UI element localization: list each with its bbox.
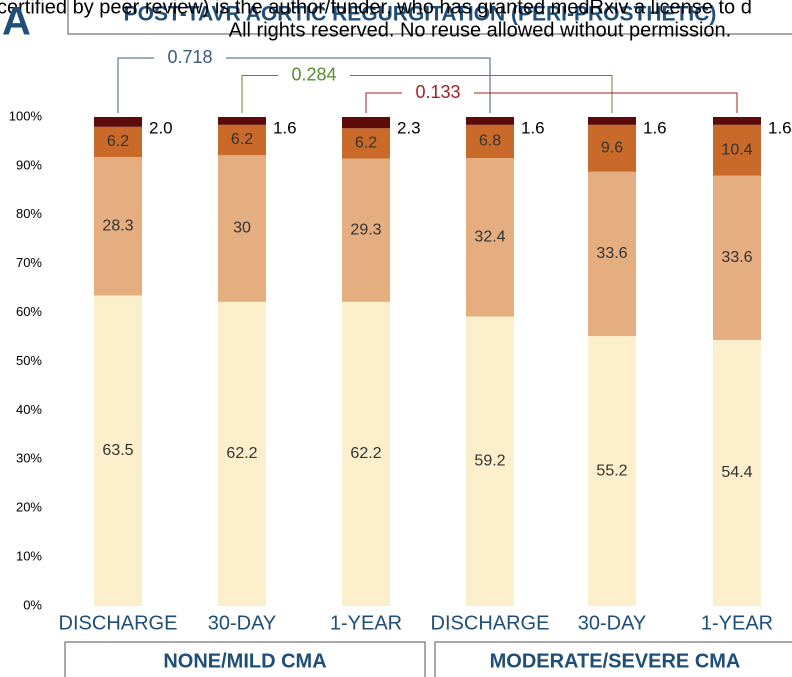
data-label: 10.4 <box>721 141 752 158</box>
y-tick-label: 0% <box>23 597 42 612</box>
bar-segment <box>588 117 636 125</box>
data-label: 6.2 <box>107 133 129 150</box>
bar-segment <box>466 316 514 606</box>
group-label: MODERATE/SEVERE CMA <box>490 650 741 672</box>
bar-segment <box>713 175 761 340</box>
y-tick-label: 20% <box>16 500 42 515</box>
x-tick-label: 1-YEAR <box>701 612 773 634</box>
x-tick-label: 30-DAY <box>208 612 277 634</box>
data-label: 2.3 <box>397 118 421 137</box>
data-label: 6.2 <box>355 135 377 152</box>
bar-segment <box>342 117 390 129</box>
y-tick-label: 60% <box>16 304 42 319</box>
bar-segment <box>218 301 266 606</box>
p-value: 0.133 <box>415 82 460 102</box>
y-tick-label: 70% <box>16 255 42 270</box>
bar-segment <box>218 117 266 125</box>
bar-segment <box>342 301 390 606</box>
bar-segment <box>218 124 266 156</box>
y-tick-label: 40% <box>16 402 42 417</box>
x-tick-label: DISCHARGE <box>431 612 550 634</box>
y-tick-label: 50% <box>16 353 42 368</box>
bar-segment <box>342 158 390 302</box>
group-box <box>434 641 792 677</box>
data-label: 63.5 <box>102 442 133 459</box>
data-label: 1.6 <box>273 118 297 137</box>
data-label: 62.2 <box>350 445 381 462</box>
bracket <box>241 75 613 113</box>
bracket <box>117 57 491 113</box>
bar-segment <box>94 295 142 606</box>
bar-segment <box>588 124 636 172</box>
bar-segment <box>713 124 761 176</box>
y-tick-label: 80% <box>16 206 42 221</box>
bar-segment <box>588 336 636 606</box>
x-tick-label: DISCHARGE <box>59 612 178 634</box>
data-label: 1.6 <box>521 118 545 137</box>
y-tick-label: 100% <box>9 108 43 123</box>
y-tick-label: 30% <box>16 451 42 466</box>
bar-segment <box>713 339 761 606</box>
data-label: 29.3 <box>350 221 381 238</box>
bar-segment <box>466 117 514 125</box>
bar-segment <box>94 157 142 296</box>
watermark: All rights reserved. No reuse allowed wi… <box>229 19 731 41</box>
group-box <box>64 641 426 677</box>
bracket <box>365 92 738 113</box>
panel-letter: A <box>2 0 31 44</box>
data-label: 62.2 <box>226 445 257 462</box>
watermark: certified by peer review) is the author/… <box>0 0 752 18</box>
bar-segment <box>466 158 514 317</box>
data-label: 54.4 <box>721 464 752 481</box>
data-label: 9.6 <box>601 140 623 157</box>
p-value: 0.718 <box>167 47 212 67</box>
bar-segment <box>94 126 142 158</box>
x-tick-label: 30-DAY <box>578 612 647 634</box>
group-label: NONE/MILD CMA <box>163 650 326 672</box>
data-label: 33.6 <box>721 249 752 266</box>
bar-segment <box>588 171 636 337</box>
data-label: 59.2 <box>474 452 505 469</box>
chart-title: POST-TAVR AORTIC REGURGITATION (PERI-PRO… <box>124 3 717 26</box>
data-label: 32.4 <box>474 229 505 246</box>
y-tick-label: 90% <box>16 157 42 172</box>
y-tick-label: 10% <box>16 549 42 564</box>
bar-segment <box>94 117 142 127</box>
data-label: 2.0 <box>149 118 173 137</box>
data-label: 6.8 <box>479 133 501 150</box>
bar-segment <box>466 124 514 159</box>
data-label: 55.2 <box>596 462 627 479</box>
bar-segment <box>713 117 761 125</box>
data-label: 6.2 <box>231 131 253 148</box>
title-box <box>67 0 792 35</box>
data-label: 33.6 <box>596 245 627 262</box>
data-label: 28.3 <box>102 218 133 235</box>
p-value: 0.284 <box>291 64 336 84</box>
bar-segment <box>342 128 390 159</box>
data-label: 30 <box>233 220 251 237</box>
data-label: 1.6 <box>643 118 667 137</box>
bar-segment <box>218 155 266 302</box>
x-tick-label: 1-YEAR <box>330 612 402 634</box>
data-label: 1.6 <box>768 118 792 137</box>
